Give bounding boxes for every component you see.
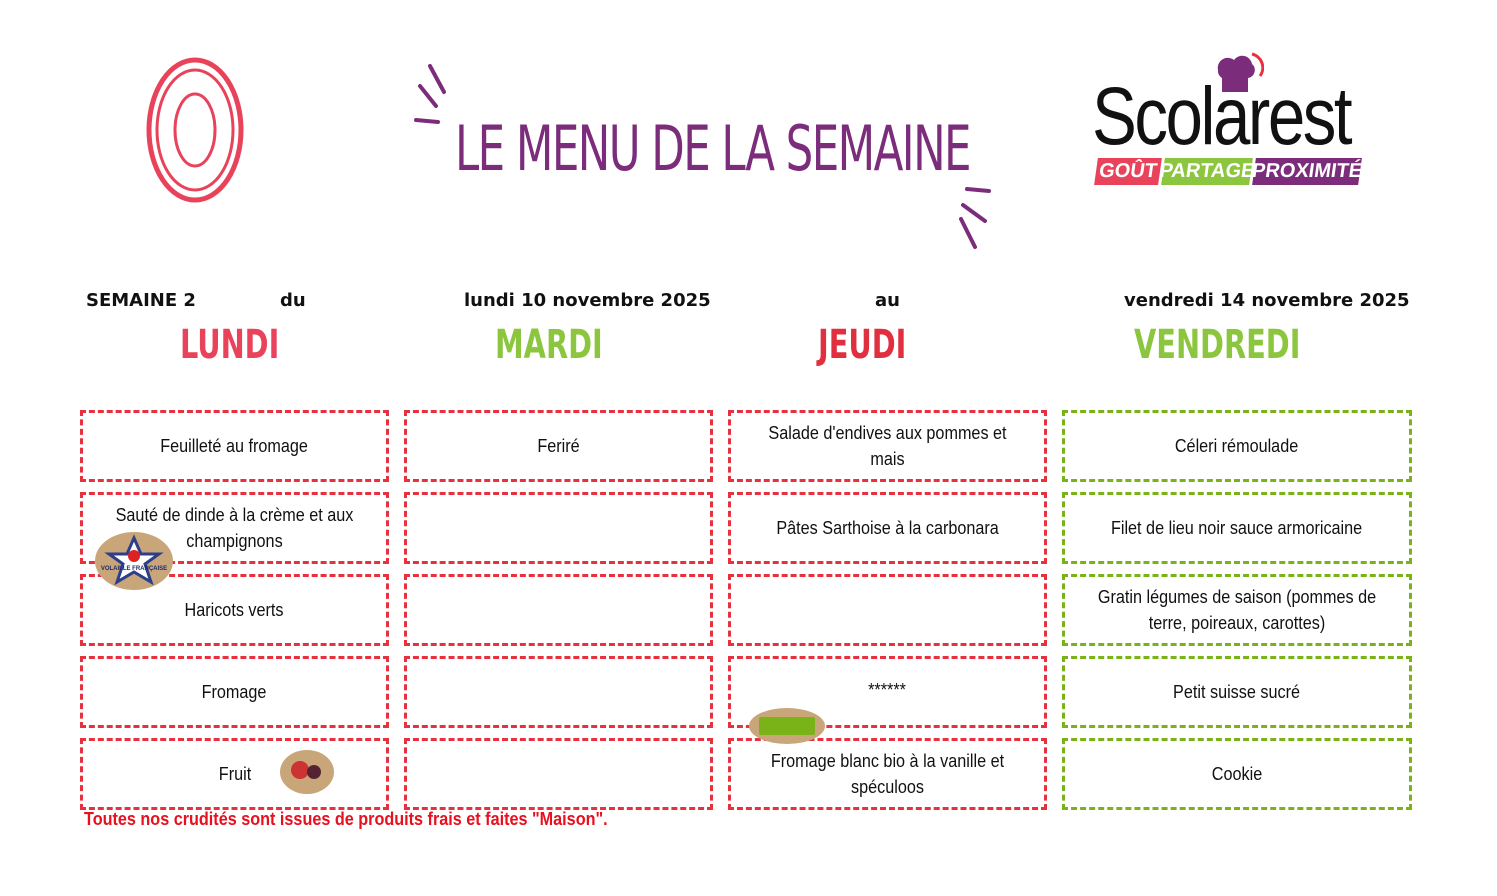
logo-tag: PROXIMITÉ bbox=[1251, 158, 1364, 185]
menu-item-text: Salade d'endives aux pommes et mais bbox=[768, 423, 1007, 469]
day-heading-vendredi: VENDREDI bbox=[1134, 322, 1301, 368]
day-heading-mardi: MARDI bbox=[495, 322, 603, 368]
menu-cell-jeudi: Salade d'endives aux pommes et mais bbox=[728, 410, 1047, 482]
menu-item-text: Sauté de dinde à la crème et aux champig… bbox=[115, 505, 354, 551]
chef-hat-icon bbox=[1217, 52, 1264, 92]
menu-cell-vendredi: Filet de lieu noir sauce armoricaine bbox=[1062, 492, 1412, 564]
week-label: SEMAINE 2 bbox=[86, 290, 196, 311]
volaille-francaise-badge: VOLAILLE FRANÇAISE bbox=[95, 532, 173, 590]
menu-cell-vendredi: Céleri rémoulade bbox=[1062, 410, 1412, 482]
menu-item-text: Céleri rémoulade bbox=[1175, 436, 1299, 456]
menu-item-text: ****** bbox=[868, 680, 907, 700]
menu-cell-lundi: Feuilleté au fromage bbox=[80, 410, 389, 482]
menu-item-text: Gratin légumes de saison (pommes de terr… bbox=[1097, 587, 1377, 633]
menu-item-text: Fruit bbox=[218, 764, 251, 784]
day-heading-jeudi: JEUDI bbox=[818, 322, 907, 368]
menu-cell-jeudi bbox=[728, 574, 1047, 646]
menu-item-text: Feuilleté au fromage bbox=[160, 436, 309, 456]
day-heading-lundi: LUNDI bbox=[180, 322, 280, 368]
menu-cell-vendredi: Gratin légumes de saison (pommes de terr… bbox=[1062, 574, 1412, 646]
menu-cell-lundi: Fromage bbox=[80, 656, 389, 728]
menu-item-text: Feriré bbox=[537, 436, 580, 456]
logo-text: Scolarest bbox=[1092, 71, 1353, 162]
page-title: LE MENU DE LA SEMAINE bbox=[455, 112, 972, 185]
menu-cell-jeudi: Pâtes Sarthoise à la carbonara bbox=[728, 492, 1047, 564]
menu-cell-mardi bbox=[404, 574, 713, 646]
menu-item-text: Fromage bbox=[202, 682, 267, 702]
week-au: au bbox=[875, 290, 900, 311]
menu-cell-jeudi: Fromage blanc bio à la vanille et spécul… bbox=[728, 738, 1047, 810]
menu-cell-mardi bbox=[404, 656, 713, 728]
menu-item-text: Haricots verts bbox=[184, 600, 285, 620]
bio-badge bbox=[749, 708, 825, 744]
frais-badge bbox=[280, 750, 334, 794]
menu-item-text: Fromage blanc bio à la vanille et spécul… bbox=[770, 751, 1005, 797]
menu-cell-mardi: Feriré bbox=[404, 410, 713, 482]
decorative-dashes-icon bbox=[959, 187, 991, 249]
week-end: vendredi 14 novembre 2025 bbox=[1124, 290, 1410, 311]
menu-cell-jeudi: ****** bbox=[728, 656, 1047, 728]
menu-cell-vendredi: Cookie bbox=[1062, 738, 1412, 810]
menu-cell-mardi bbox=[404, 738, 713, 810]
menu-cell-lundi: Haricots verts bbox=[80, 574, 389, 646]
volaille-francaise-label: VOLAILLE FRANÇAISE bbox=[100, 566, 168, 572]
menu-item-text: Filet de lieu noir sauce armoricaine bbox=[1111, 518, 1363, 538]
menu-cell-lundi: Fruit bbox=[80, 738, 389, 810]
decorative-dashes-icon bbox=[414, 64, 446, 124]
menu-item-text: Cookie bbox=[1211, 764, 1263, 784]
menu-cell-lundi: Sauté de dinde à la crème et aux champig… bbox=[80, 492, 389, 564]
logo-tag: GOÛT bbox=[1094, 158, 1162, 185]
week-du: du bbox=[280, 290, 306, 311]
footer-note: Toutes nos crudités sont issues de produ… bbox=[84, 809, 608, 829]
tomato-slice-icon bbox=[146, 57, 244, 203]
menu-cell-mardi bbox=[404, 492, 713, 564]
week-start: lundi 10 novembre 2025 bbox=[464, 290, 711, 311]
menu-item-text: Petit suisse sucré bbox=[1173, 682, 1301, 702]
menu-item-text: Pâtes Sarthoise à la carbonara bbox=[776, 518, 999, 538]
menu-cell-vendredi: Petit suisse sucré bbox=[1062, 656, 1412, 728]
logo-tag: PARTAGE bbox=[1158, 158, 1256, 185]
